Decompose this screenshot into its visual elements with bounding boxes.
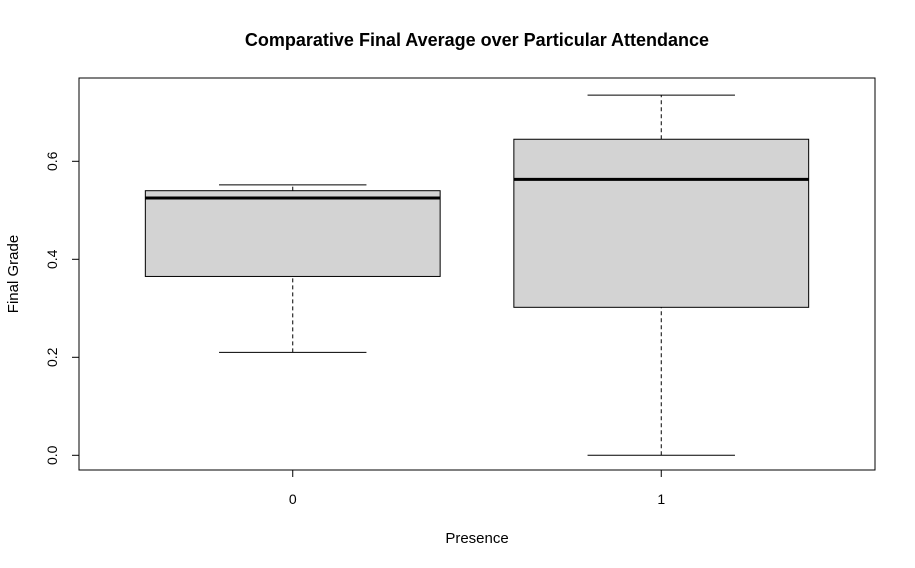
- y-tick-label: 0.2: [44, 347, 60, 367]
- plot-area: 0.0 0.2 0.4 0.6 0 1: [44, 94, 810, 507]
- x-tick-label: 0: [289, 491, 297, 507]
- chart-title: Comparative Final Average over Particula…: [245, 30, 709, 50]
- box-iqr: [144, 190, 441, 277]
- box-iqr: [513, 138, 810, 308]
- y-tick-label: 0.4: [44, 249, 60, 269]
- x-tick-label: 1: [657, 491, 665, 507]
- y-tick-label: 0.0: [44, 445, 60, 465]
- x-axis-label: Presence: [445, 530, 508, 547]
- plot-frame: [78, 77, 876, 471]
- y-tick-label: 0.6: [44, 151, 60, 171]
- y-axis-label: Final Grade: [5, 235, 22, 313]
